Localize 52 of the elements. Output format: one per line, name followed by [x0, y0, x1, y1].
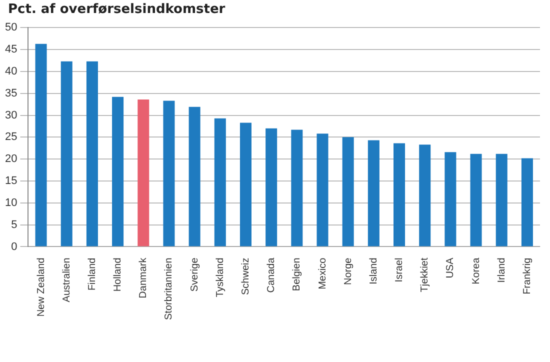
x-tick-label: Storbritannien [164, 258, 175, 320]
x-tick-label: Danmark [138, 256, 150, 298]
x-tick-label: Holland [112, 258, 124, 292]
x-tick-label: Finland [86, 258, 98, 291]
bar [240, 122, 252, 246]
bar [214, 118, 226, 246]
y-tick-label: 5 [11, 218, 18, 231]
x-tick-label: Schweiz [240, 258, 252, 295]
x-tick-label: Korea [470, 257, 482, 284]
bar [163, 100, 175, 246]
y-tick-label: 15 [4, 175, 18, 188]
y-tick-label: 0 [11, 240, 18, 253]
y-tick-label: 10 [4, 196, 18, 209]
x-tick-label: Tyskland [214, 258, 226, 298]
y-tick-label: 40 [4, 65, 18, 78]
x-tick-label: Tjekkiet [420, 258, 431, 292]
bar [342, 137, 354, 246]
y-tick-label: 45 [4, 44, 18, 56]
y-tick-label: 50 [4, 22, 18, 34]
bar [521, 158, 533, 246]
bar [138, 99, 150, 246]
bar [394, 143, 406, 246]
x-tick-label: USA [445, 257, 456, 278]
chart-title: Pct. af overførselsindkomster [8, 2, 226, 17]
bar [86, 61, 98, 246]
x-tick-label: Australien [61, 258, 72, 302]
bar [368, 140, 380, 246]
x-tick-label: Canada [266, 257, 278, 293]
y-tick-label: 20 [4, 153, 18, 166]
bar [291, 130, 303, 246]
bar [419, 144, 431, 246]
y-tick-label: 35 [4, 87, 18, 100]
x-tick-label: Frankrig [522, 258, 533, 294]
y-tick-label: 30 [4, 109, 18, 122]
x-tick-label: Irland [496, 258, 508, 283]
y-tick-label: 25 [4, 131, 18, 144]
x-tick-label: Mexico [317, 257, 328, 290]
bar [60, 61, 72, 246]
x-tick-label: Norge [342, 257, 354, 285]
x-tick-label: Sverige [189, 257, 200, 292]
x-tick-label: New Zealand [36, 258, 47, 317]
bar [188, 106, 200, 246]
x-tick-label: Israel [394, 258, 406, 282]
bar [112, 96, 124, 246]
bar [35, 44, 47, 246]
x-tick-label: Belgien [292, 258, 303, 292]
bar [496, 154, 508, 246]
bar [470, 154, 482, 246]
x-tick-label: Island [368, 258, 380, 284]
bar [266, 128, 278, 246]
bar [316, 134, 328, 246]
bar [444, 152, 456, 246]
